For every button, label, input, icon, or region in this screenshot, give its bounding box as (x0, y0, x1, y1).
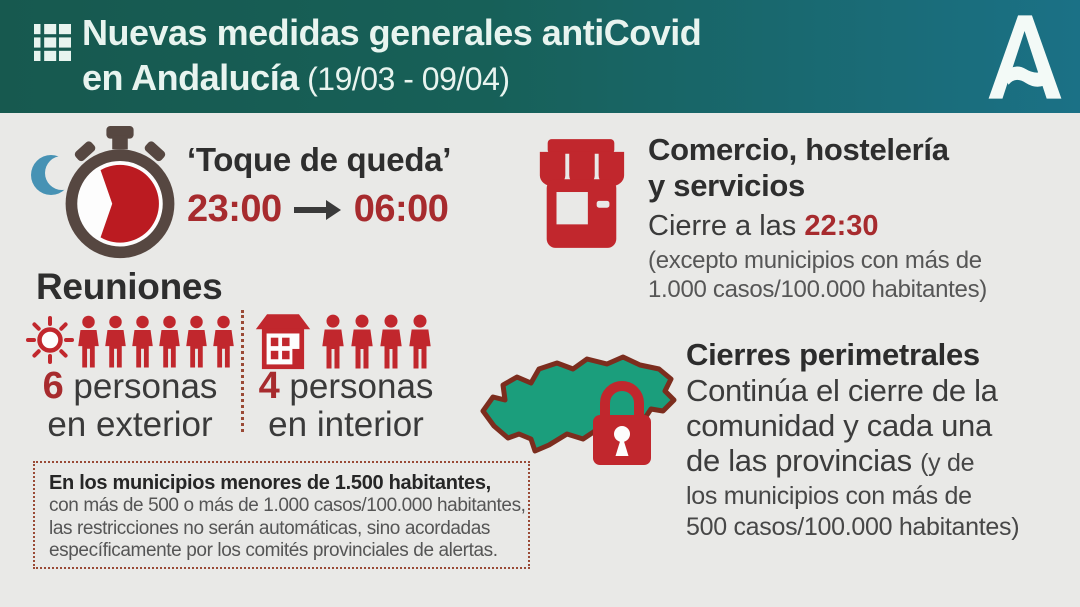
commerce-note: (excepto municipios con más de 1.000 cas… (648, 247, 987, 303)
footnote-bold-line: En los municipios menores de 1.500 habit… (49, 472, 491, 494)
junta-de-andalucia-logo (988, 15, 1062, 99)
curfew-title: ‘Toque de queda’ (187, 141, 452, 178)
indoor-person-icons (320, 313, 433, 372)
curfew-times: 23:00 06:00 (187, 188, 451, 231)
commerce-title: Comercio, hostelería y servicios (648, 132, 949, 203)
person-icon (132, 315, 153, 368)
person-icon (159, 315, 180, 368)
padlock-icon (593, 381, 651, 465)
house-icon (255, 314, 311, 370)
person-icon (351, 314, 373, 369)
date-range: (19/03 - 09/04) (298, 61, 510, 97)
storefront-icon (539, 139, 625, 248)
right-arrow-icon (293, 199, 341, 220)
person-icon (213, 315, 234, 368)
outdoor-count: 6 personas en exterior (30, 367, 230, 443)
sun-icon (26, 316, 74, 364)
dotted-divider (241, 310, 244, 432)
outdoor-person-icons (76, 313, 236, 372)
small-municipalities-note: En los municipios menores de 1.500 habit… (33, 461, 530, 569)
person-icon (186, 315, 207, 368)
person-icon (409, 314, 431, 369)
page-title: Nuevas medidas generales antiCovid en An… (82, 10, 702, 101)
outdoor-count-sublabel: en exterior (47, 405, 213, 444)
person-icon (78, 315, 99, 368)
person-icon (380, 314, 402, 369)
page-title-line1: Nuevas medidas generales antiCovid (82, 12, 702, 53)
andalucia-map (480, 354, 677, 465)
curfew-start-time: 23:00 (187, 188, 282, 230)
page-title-line2: en Andalucía (19/03 - 09/04) (82, 57, 510, 98)
commerce-closing-time: Cierre a las 22:30 (648, 210, 879, 242)
gatherings-title: Reuniones (36, 266, 223, 307)
crescent-moon-icon (31, 155, 70, 195)
curfew-end-time: 06:00 (353, 188, 449, 230)
indoor-count: 4 personas en interior (246, 367, 446, 443)
indoor-count-number: 4 (258, 365, 280, 407)
closing-time-value: 22:30 (804, 210, 879, 242)
stopwatch-icon (65, 126, 175, 259)
person-icon (105, 315, 126, 368)
header-banner: Nuevas medidas generales antiCovid en An… (0, 0, 1080, 113)
outdoor-count-number: 6 (42, 365, 64, 407)
perimeter-title: Cierres perimetrales (686, 337, 980, 372)
grid-icon (34, 24, 71, 61)
person-icon (322, 314, 344, 369)
indoor-count-sublabel: en interior (268, 405, 424, 444)
